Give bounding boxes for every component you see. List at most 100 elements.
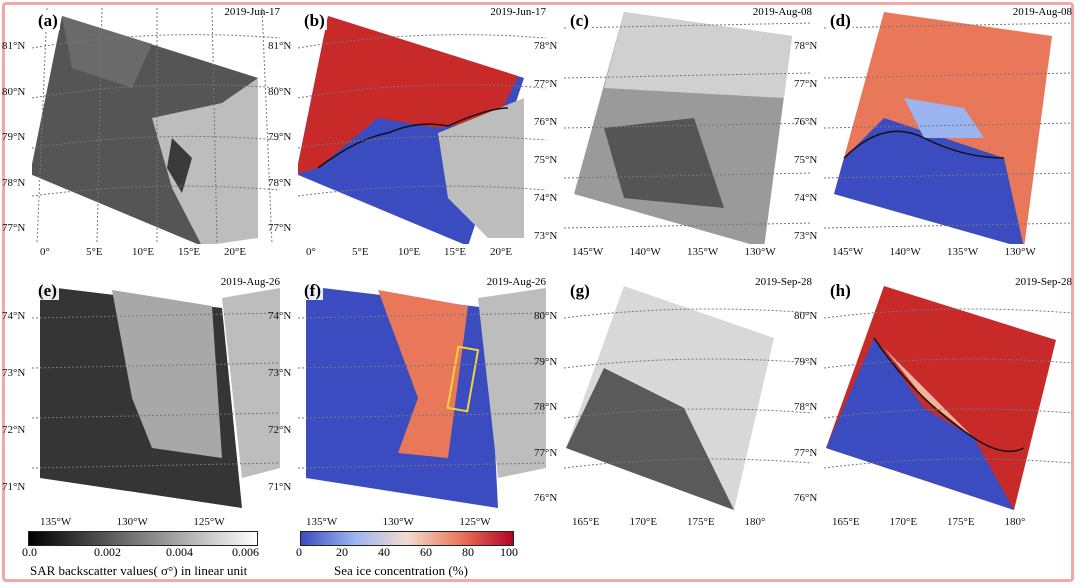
- sic-tick: 100: [500, 545, 518, 559]
- panel-label: (e): [36, 281, 59, 300]
- lat-tick-label: 75°N: [534, 154, 558, 166]
- panel-label: (f): [302, 281, 323, 300]
- lon-tick-label: 145°W: [572, 246, 604, 258]
- lat-tick-label: 73°N: [794, 230, 818, 242]
- lat-tick-label: 78°N: [2, 176, 26, 189]
- panel-c: (c) 2019-Aug-08: [564, 6, 812, 244]
- lat-tick-label: 73°N: [2, 367, 26, 379]
- lat-tick-label: 77°N: [2, 222, 26, 235]
- lon-tick-label: 175°E: [687, 516, 715, 528]
- lon-tick-label: 135°W: [40, 516, 72, 528]
- lon-tick-label: 145°W: [832, 246, 864, 258]
- lat-tick-label: 76°N: [534, 116, 558, 128]
- sic-tick: 20: [336, 545, 348, 559]
- panel-g: (g) 2019-Sep-28: [564, 276, 812, 514]
- sic-tick: 40: [378, 545, 390, 559]
- panel-f: (f) 2019-Aug-26: [298, 276, 546, 514]
- lon-tick-label: 5°E: [86, 246, 103, 258]
- sic-tick: 0: [296, 545, 302, 559]
- panel-label: (b): [302, 11, 327, 30]
- lat-tick-label: 80°N: [534, 310, 558, 322]
- panel-date: 2019-Jun-17: [224, 6, 280, 18]
- lon-tick-label: 170°E: [629, 516, 658, 528]
- lat-tick-label: 74°N: [534, 192, 558, 204]
- lon-tick-label: 180°: [1004, 516, 1026, 528]
- lat-tick-label: 79°N: [2, 131, 26, 144]
- panel-a: (a) 2019-Jun-17: [32, 6, 280, 244]
- lat-tick-label: 78°N: [794, 40, 818, 52]
- lon-tick-label: 10°E: [398, 246, 421, 258]
- lat-tick-label: 76°N: [534, 492, 558, 505]
- lat-tick-label: 71°N: [2, 481, 26, 493]
- panel-label: (h): [828, 281, 853, 300]
- lon-tick-label: 130°W: [744, 246, 776, 258]
- map-h: [824, 286, 1072, 510]
- lat-tick-label: 71°N: [268, 481, 292, 493]
- lat-tick-label: 79°N: [794, 355, 818, 368]
- figure-frame: [2, 2, 1074, 582]
- lon-tick-label: 180°: [744, 516, 766, 528]
- panel-date: 2019-Aug-08: [752, 6, 812, 18]
- panel-date: 2019-Jun-17: [490, 6, 546, 18]
- panel-h: (h) 2019-Sep-28: [824, 276, 1072, 514]
- lon-tick-label: 170°E: [889, 516, 918, 528]
- sar-colorbar-title: SAR backscatter values( σ°) in linear un…: [30, 563, 248, 578]
- lon-tick-label: 5°E: [352, 246, 369, 258]
- lat-tick-label: 81°N: [2, 40, 26, 52]
- lon-tick-label: 165°E: [572, 516, 600, 528]
- map-g: [564, 286, 812, 510]
- panel-d: (d) 2019-Aug-08: [824, 6, 1072, 244]
- panel-date: 2019-Sep-28: [755, 276, 812, 288]
- lat-tick-label: 77°N: [534, 446, 558, 459]
- lat-tick-label: 79°N: [268, 131, 292, 144]
- lat-tick-label: 78°N: [794, 401, 818, 414]
- lon-tick-label: 165°E: [832, 516, 860, 528]
- panel-b: (b) 2019-Jun-17: [298, 6, 546, 244]
- lat-tick-label: 74°N: [268, 310, 292, 322]
- lat-tick-label: 73°N: [268, 367, 292, 379]
- lon-tick-label: 125°W: [193, 516, 225, 528]
- lon-tick-label: 0°: [306, 246, 316, 258]
- lat-tick-label: 80°N: [2, 85, 26, 98]
- lon-tick-label: 15°E: [178, 246, 201, 258]
- lon-tick-label: 135°W: [947, 246, 979, 258]
- panel-label: (c): [568, 11, 591, 30]
- lon-tick-label: 20°E: [490, 246, 513, 258]
- panel-date: 2019-Aug-26: [220, 276, 280, 288]
- lat-tick-label: 72°N: [268, 424, 292, 436]
- panel-label: (d): [828, 11, 853, 30]
- lon-tick-label: 130°W: [1004, 246, 1036, 258]
- lon-tick-label: 135°W: [306, 516, 338, 528]
- panel-date: 2019-Aug-08: [1012, 6, 1072, 18]
- lon-tick-label: 20°E: [224, 246, 247, 258]
- lat-tick-label: 76°N: [794, 492, 818, 505]
- map-b: [298, 16, 546, 244]
- panel-e: (e) 2019-Aug-26: [32, 276, 280, 514]
- lat-tick-label: 73°N: [534, 230, 558, 242]
- sar-tick: 0.004: [166, 545, 193, 559]
- sic-colorbar-title: Sea ice concentration (%): [334, 563, 468, 578]
- map-f: [298, 286, 546, 508]
- map-c: [564, 12, 812, 244]
- lat-tick-label: 74°N: [2, 310, 26, 322]
- lat-tick-label: 80°N: [794, 310, 818, 322]
- sic-tick: 80: [462, 545, 474, 559]
- lat-tick-label: 78°N: [534, 40, 558, 52]
- lat-tick-label: 74°N: [794, 192, 818, 204]
- lon-tick-label: 10°E: [132, 246, 155, 258]
- lat-tick-label: 76°N: [794, 116, 818, 128]
- lon-tick-label: 175°E: [947, 516, 975, 528]
- lon-tick-label: 140°W: [629, 246, 661, 258]
- lat-tick-label: 78°N: [268, 176, 292, 189]
- panel-label: (a): [36, 11, 60, 30]
- lat-tick-label: 78°N: [534, 401, 558, 414]
- sar-colorbar: [28, 531, 258, 546]
- sic-tick: 60: [420, 545, 432, 559]
- map-d: [824, 12, 1072, 244]
- lon-tick-label: 15°E: [444, 246, 467, 258]
- lon-tick-label: 125°W: [459, 516, 491, 528]
- map-a: [32, 8, 280, 244]
- sar-tick: 0.002: [94, 545, 121, 559]
- sic-colorbar: [300, 531, 514, 546]
- sar-tick: 0.0: [22, 545, 37, 559]
